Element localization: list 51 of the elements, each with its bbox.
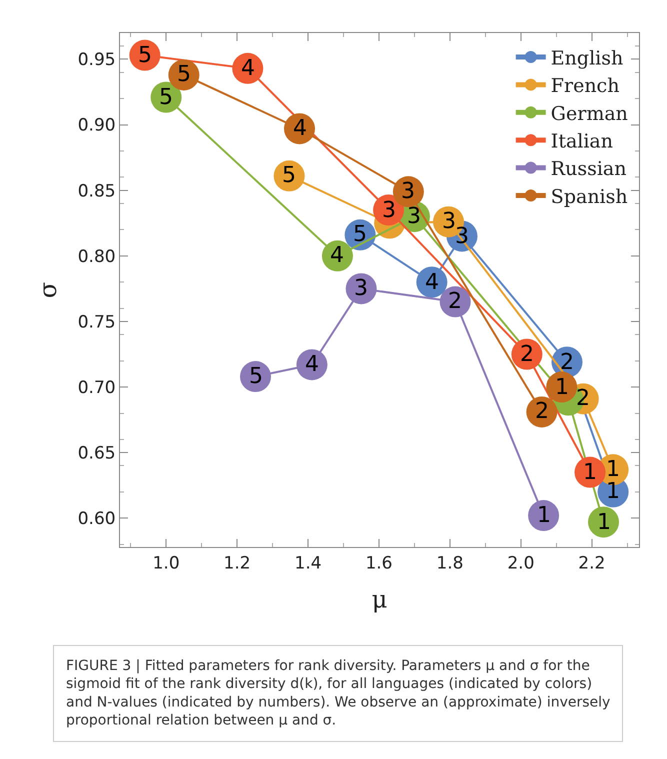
y-axis-title: σ	[34, 282, 62, 298]
y-tick-label: 0.85	[78, 181, 116, 202]
annotation: 1	[606, 479, 620, 504]
legend-label: Italian	[550, 130, 613, 152]
legend-label: Spanish	[550, 186, 628, 208]
annotation: 4	[330, 243, 344, 268]
annotation: 5	[353, 222, 367, 247]
y-tick-label: 0.65	[78, 444, 116, 464]
annotation: 5	[249, 364, 263, 389]
y-tick-label: 0.75	[78, 312, 116, 332]
legend-label: French	[550, 75, 620, 98]
y-tick-label: 0.80	[78, 246, 116, 267]
x-tick-label: 2.0	[507, 553, 534, 574]
annotation: 4	[305, 352, 319, 377]
y-tick-label: 0.95	[78, 50, 116, 70]
annotation: 2	[535, 399, 549, 424]
annotation: 5	[177, 62, 191, 87]
annotation: 5	[159, 85, 173, 110]
annotation: 3	[401, 179, 415, 204]
x-axis-title: μ	[372, 586, 388, 614]
annotation: 3	[442, 209, 456, 234]
caption: FIGURE 3 | Fitted parameters for rank diversity. Parameters μ and σ for the sigmoid fit of the rank diversity d(k), for all languages (indicated by colors) and N-values (indicated by numbers). We observe an (approximate) inversely proportional relation between μ and σ.	[66, 658, 610, 729]
annotation: 1	[597, 510, 611, 535]
y-tick-label: 0.60	[78, 509, 116, 530]
x-tick-label: 1.0	[152, 553, 180, 574]
annotation: 2	[560, 350, 574, 375]
annotation: 5	[138, 43, 152, 68]
annotation: 4	[241, 56, 255, 81]
x-tick-label: 1.2	[224, 553, 251, 574]
x-tick-label: 2.2	[578, 553, 606, 574]
x-tick-label: 1.6	[365, 553, 392, 574]
legend-label: Russian	[550, 158, 626, 180]
annotation: 2	[520, 342, 534, 367]
annotation: 5	[282, 163, 296, 188]
annotation: 2	[448, 289, 462, 314]
annotation: 2	[576, 386, 590, 411]
legend-label: English	[550, 47, 624, 70]
annotation: 3	[354, 276, 368, 301]
annotation: 1	[555, 375, 569, 400]
annotation: 3	[382, 198, 396, 223]
y-tick-label: 0.70	[78, 378, 116, 398]
x-tick-label: 1.4	[294, 553, 322, 574]
legend-label: German	[550, 102, 628, 125]
annotation: 1	[537, 503, 551, 528]
annotation: 4	[293, 116, 307, 141]
annotation: 4	[425, 270, 439, 295]
y-tick-label: 0.90	[78, 116, 116, 136]
annotation: 3	[407, 204, 421, 229]
annotation: 1	[583, 460, 597, 485]
annotation: 1	[606, 457, 620, 482]
x-tick-label: 1.8	[436, 553, 464, 574]
